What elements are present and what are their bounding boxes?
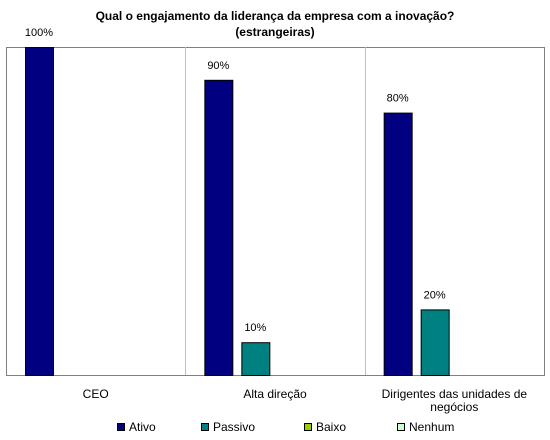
bar-passivo-3 [420,309,450,376]
legend-label-baixo: Baixo [316,420,346,434]
legend-swatch-nenhum [397,423,405,431]
data-label: 80% [387,93,409,105]
chart-subtitle: (estrangeiras) [235,25,315,39]
bar-ativo-1 [25,47,54,376]
category-label: CEO [83,387,109,401]
bar-passivo-2 [241,342,271,377]
legend-label-passivo: Passivo [213,420,255,434]
legend-swatch-passivo [201,423,209,431]
legend-swatch-ativo [117,423,125,431]
category-label: Dirigentes das unidades de [382,387,528,401]
bar-ativo-2 [204,79,234,377]
legend-label-nenhum: Nenhum [409,420,454,434]
bar-ativo-3 [383,112,413,376]
chart-title: Qual o engajamento da liderança da empre… [95,9,455,23]
data-label: 10% [244,322,266,334]
category-label: Alta direção [243,387,307,401]
data-label: 90% [207,60,229,72]
data-label: 20% [424,289,446,301]
data-label: 100% [25,27,53,39]
legend-label-ativo: Ativo [129,420,156,434]
legend-swatch-baixo [304,423,312,431]
category-label: negócios [430,400,478,414]
plot-area [6,47,545,376]
